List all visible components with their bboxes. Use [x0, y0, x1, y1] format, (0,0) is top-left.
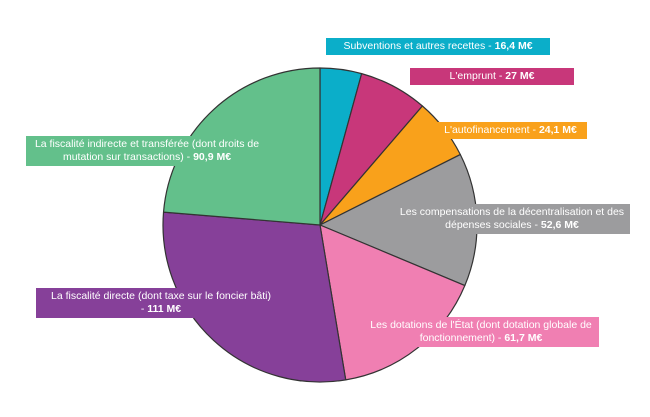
label-dotations-amount: 61,7 M€	[504, 332, 543, 344]
label-autofinancement-amount: 24,1 M€	[538, 124, 577, 136]
label-compensations-line2: dépenses sociales -	[445, 219, 538, 231]
label-compensations-line1: Les compensations de la décentralisation…	[399, 206, 625, 218]
label-subventions: Subventions et autres recettes - 16,4 M€	[326, 38, 550, 55]
label-fiscalite-indirecte-line2: mutation sur transactions) -	[62, 151, 191, 163]
label-dotations-line2: fonctionnement) -	[419, 332, 502, 344]
label-fiscalite-directe: La fiscalité directe (dont taxe sur le f…	[36, 288, 286, 318]
label-fiscalite-directe-amount: 111 M€	[147, 303, 182, 315]
label-subventions-amount: 16,4 M€	[494, 40, 533, 52]
label-fiscalite-indirecte-amount: 90,9 M€	[193, 151, 232, 163]
label-autofinancement: L'autofinancement - 24,1 M€	[434, 122, 587, 139]
label-fiscalite-indirecte: La fiscalité indirecte et transférée (do…	[26, 136, 268, 166]
label-emprunt-text: L'emprunt -	[449, 70, 503, 82]
label-fiscalite-indirecte-line1: La fiscalité indirecte et transférée (do…	[34, 138, 260, 150]
label-emprunt: L'emprunt - 27 M€	[410, 68, 574, 85]
label-subventions-text: Subventions et autres recettes -	[343, 40, 492, 52]
label-compensations: Les compensations de la décentralisation…	[394, 204, 630, 234]
label-dotations: Les dotations de l'État (dont dotation g…	[363, 317, 599, 347]
label-fiscalite-directe-line2: -	[140, 303, 145, 315]
pie-slice-4	[319, 224, 466, 381]
label-dotations-line1: Les dotations de l'État (dont dotation g…	[370, 319, 592, 331]
label-fiscalite-directe-line1: La fiscalité directe (dont taxe sur le f…	[50, 290, 272, 302]
label-emprunt-amount: 27 M€	[505, 70, 535, 82]
label-autofinancement-text: L'autofinancement -	[444, 124, 537, 136]
label-compensations-amount: 52,6 M€	[540, 219, 579, 231]
